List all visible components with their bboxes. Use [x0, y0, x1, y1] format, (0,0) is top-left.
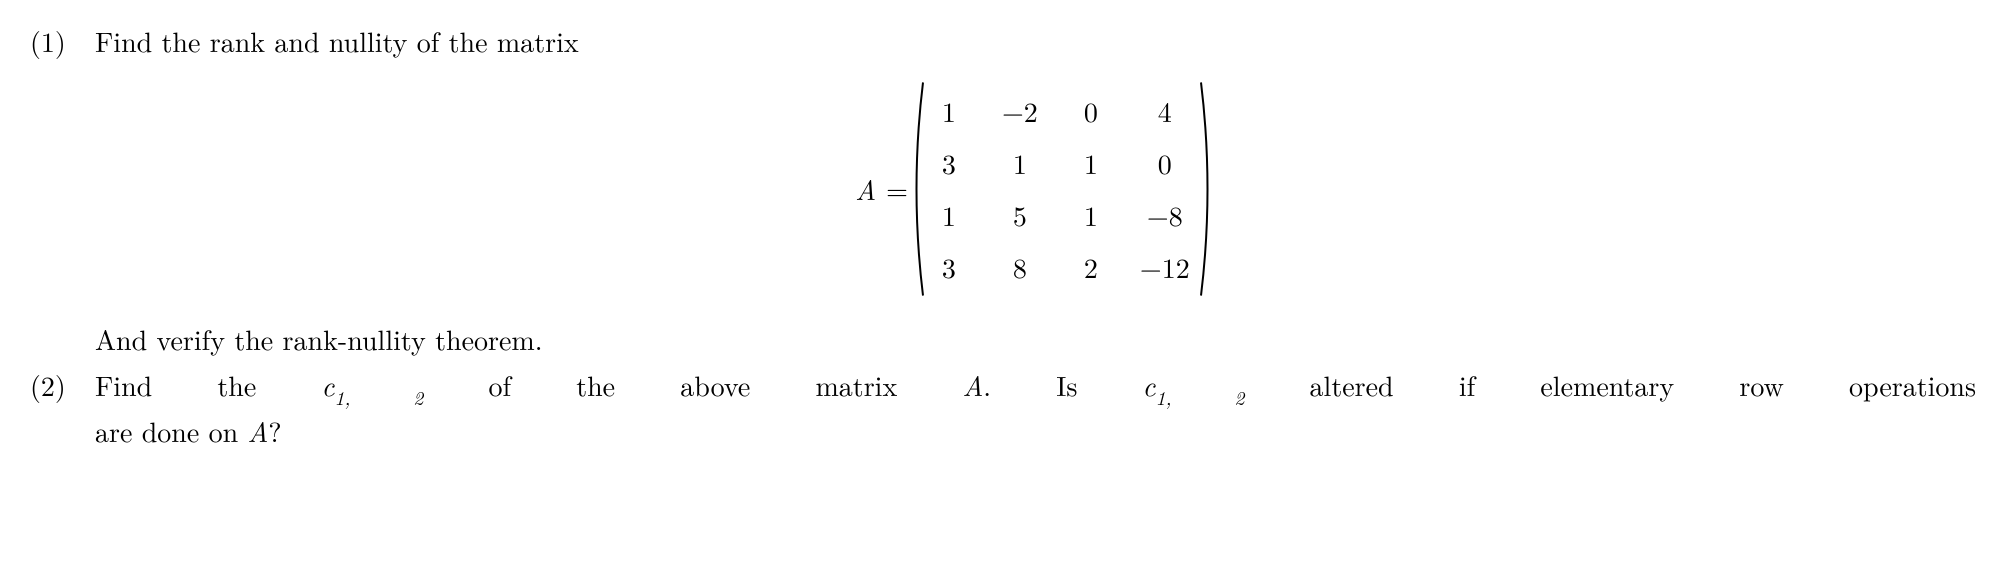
matrix-cell: −2 [998, 90, 1042, 132]
matrix-cell: 0 [1076, 90, 1106, 132]
matrix-cell: 1 [998, 142, 1042, 184]
text-span: are done on [95, 411, 248, 451]
text-span: of the above matrix [423, 365, 962, 405]
matrix-ref: A [962, 365, 983, 405]
matrix-cell: 8 [998, 246, 1042, 288]
problem-1-body: Find the rank and nullity of the matrix … [95, 20, 1976, 360]
symbol-c: c [1143, 365, 1156, 405]
problem-1-conclusion: And verify the rank-nullity theorem. [95, 318, 1976, 360]
matrix-cell: 3 [934, 246, 964, 288]
matrix-ref: A [248, 411, 269, 451]
problem-2-body: Find the c1, 2 of the above matrix A. Is… [95, 364, 1976, 452]
cofactor-symbol: c1, 2 [321, 365, 423, 405]
matrix-parenthesized: 1 −2 0 4 3 1 1 0 1 5 1 −8 3 8 2 −12 [908, 80, 1216, 298]
right-paren-icon [1198, 80, 1216, 298]
matrix-cell: 5 [998, 194, 1042, 236]
symbol-c: c [321, 365, 334, 405]
matrix-cell: −8 [1140, 194, 1190, 236]
matrix-equation: A = 1 −2 0 4 3 1 1 0 1 [95, 80, 1976, 298]
text-span: altered if elementary row operations [1244, 365, 1976, 405]
matrix-cell: 1 [934, 194, 964, 236]
left-paren-icon [908, 80, 926, 298]
symbol-sub: 1, 2 [1155, 383, 1244, 411]
text-span: . Is [983, 365, 1142, 405]
text-span: ? [268, 411, 281, 451]
matrix-cell: 1 [1076, 142, 1106, 184]
matrix-cell: 1 [1076, 194, 1106, 236]
text-span: Find the [95, 365, 321, 405]
problem-2-line-2: are done on A? [95, 410, 1976, 452]
matrix-grid: 1 −2 0 4 3 1 1 0 1 5 1 −8 3 8 2 −12 [926, 80, 1198, 298]
cofactor-symbol: c1, 2 [1143, 365, 1245, 405]
problem-2-line-1: Find the c1, 2 of the above matrix A. Is… [95, 364, 1976, 410]
symbol-sub: 1, 2 [334, 383, 423, 411]
matrix-cell: 4 [1140, 90, 1190, 132]
problem-2: (2) Find the c1, 2 of the above matrix A… [30, 364, 1976, 452]
matrix-variable: A [855, 168, 876, 210]
matrix-cell: −12 [1140, 246, 1190, 288]
matrix-cell: 1 [934, 90, 964, 132]
matrix-cell: 2 [1076, 246, 1106, 288]
problem-2-number: (2) [30, 364, 95, 406]
matrix-var-letter: A [855, 169, 876, 209]
equals-sign: = [886, 168, 908, 210]
matrix-cell: 0 [1140, 142, 1190, 184]
problem-1: (1) Find the rank and nullity of the mat… [30, 20, 1976, 360]
problem-1-statement: Find the rank and nullity of the matrix [95, 20, 1976, 62]
problem-1-number: (1) [30, 20, 95, 62]
matrix-cell: 3 [934, 142, 964, 184]
